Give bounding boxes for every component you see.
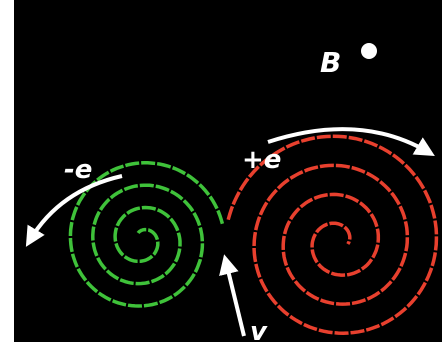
figure: B -e +e v	[0, 0, 446, 347]
electron-label: -e	[64, 155, 92, 185]
positron-label: +e	[242, 145, 281, 175]
field-dot	[361, 43, 377, 59]
velocity-label: v	[250, 317, 268, 347]
field-label: B	[320, 46, 341, 79]
